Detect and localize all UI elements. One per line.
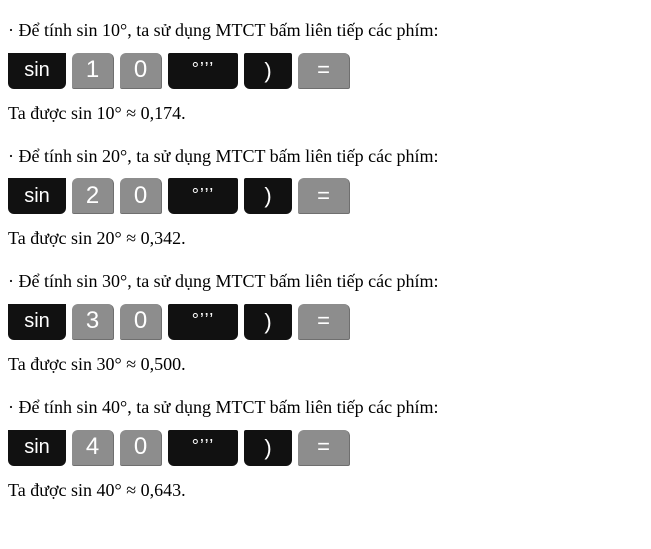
equals-key[interactable]: =: [298, 178, 350, 214]
close-paren-key[interactable]: ): [244, 53, 292, 89]
digit-key[interactable]: 1: [72, 53, 114, 89]
result-text: Ta được sin 40° ≈ 0,643.: [8, 476, 643, 505]
dms-key[interactable]: °’’’: [168, 178, 238, 214]
digit-key[interactable]: 4: [72, 430, 114, 466]
digit-key[interactable]: 0: [120, 178, 162, 214]
instruction-text: · Để tính sin 20°, ta sử dụng MTCT bấm l…: [8, 142, 643, 171]
close-paren-key[interactable]: ): [244, 430, 292, 466]
instruction-text: · Để tính sin 30°, ta sử dụng MTCT bấm l…: [8, 267, 643, 296]
dms-key[interactable]: °’’’: [168, 53, 238, 89]
dms-key[interactable]: °’’’: [168, 430, 238, 466]
calculator-key-row: sin 2 0 °’’’ ) =: [8, 178, 643, 214]
digit-key[interactable]: 3: [72, 304, 114, 340]
dms-key[interactable]: °’’’: [168, 304, 238, 340]
digit-key[interactable]: 0: [120, 304, 162, 340]
calculator-key-row: sin 4 0 °’’’ ) =: [8, 430, 643, 466]
sin-key[interactable]: sin: [8, 304, 66, 340]
equals-key[interactable]: =: [298, 430, 350, 466]
equals-key[interactable]: =: [298, 304, 350, 340]
result-text: Ta được sin 20° ≈ 0,342.: [8, 224, 643, 253]
sin-key[interactable]: sin: [8, 178, 66, 214]
digit-key[interactable]: 0: [120, 430, 162, 466]
close-paren-key[interactable]: ): [244, 178, 292, 214]
sin-key[interactable]: sin: [8, 430, 66, 466]
calculator-key-row: sin 1 0 °’’’ ) =: [8, 53, 643, 89]
digit-key[interactable]: 0: [120, 53, 162, 89]
sin-key[interactable]: sin: [8, 53, 66, 89]
result-text: Ta được sin 10° ≈ 0,174.: [8, 99, 643, 128]
calculator-key-row: sin 3 0 °’’’ ) =: [8, 304, 643, 340]
instruction-text: · Để tính sin 40°, ta sử dụng MTCT bấm l…: [8, 393, 643, 422]
equals-key[interactable]: =: [298, 53, 350, 89]
close-paren-key[interactable]: ): [244, 304, 292, 340]
result-text: Ta được sin 30° ≈ 0,500.: [8, 350, 643, 379]
digit-key[interactable]: 2: [72, 178, 114, 214]
instruction-text: · Để tính sin 10°, ta sử dụng MTCT bấm l…: [8, 16, 643, 45]
